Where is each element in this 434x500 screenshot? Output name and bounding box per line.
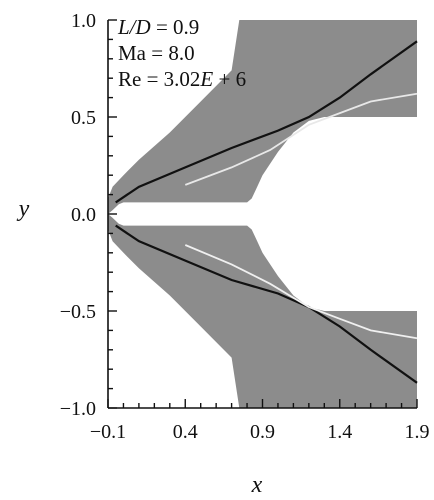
annotation-ld: L/D = 0.9 bbox=[117, 15, 199, 39]
x-tick-label: −0.1 bbox=[90, 421, 126, 443]
annotation-re-rhs: = 3.02 bbox=[141, 67, 200, 91]
y-tick-labels: 1.0 0.5 0.0 −0.5 −1.0 bbox=[60, 10, 96, 420]
axes: 1.0 0.5 0.0 −0.5 −1.0 −0.1 0.4 0.9 1.4 1.9 bbox=[60, 10, 430, 443]
x-tick-label: 0.4 bbox=[173, 421, 198, 443]
upper-flow-field bbox=[108, 20, 417, 214]
y-tick-label: −1.0 bbox=[60, 398, 96, 420]
x-tick-label: 1.4 bbox=[327, 421, 352, 443]
annotation-ma: Ma = 8.0 bbox=[118, 41, 195, 65]
lower-reflected-shock-line bbox=[184, 244, 418, 340]
parameter-annotations: L/D = 0.9 Ma = 8.0 Re = 3.02E + 6 bbox=[117, 15, 246, 91]
annotation-ld-lhs: L/D bbox=[117, 15, 151, 39]
x-axis-title: x bbox=[251, 472, 263, 498]
annotation-re-lhs: Re bbox=[118, 67, 141, 91]
annotation-re-tail: + 6 bbox=[213, 67, 246, 91]
lower-shock-line bbox=[115, 224, 418, 384]
annotation-ld-rhs: = 0.9 bbox=[151, 15, 200, 39]
lower-flow-field bbox=[108, 214, 417, 408]
upper-shock-line bbox=[115, 40, 418, 204]
upper-reflected-shock-line bbox=[184, 92, 418, 186]
y-tick-label: −0.5 bbox=[60, 301, 96, 323]
annotation-ma-rhs: = 8.0 bbox=[146, 41, 195, 65]
y-tick-label: 1.0 bbox=[71, 10, 96, 32]
x-tick-label: 1.9 bbox=[405, 421, 430, 443]
y-tick-label: 0.0 bbox=[71, 204, 96, 226]
x-tick-labels: −0.1 0.4 0.9 1.4 1.9 bbox=[90, 421, 430, 443]
x-ticks bbox=[107, 399, 418, 408]
annotation-ma-lhs: Ma bbox=[118, 41, 147, 65]
plot-area bbox=[108, 20, 418, 408]
y-axis-title: y bbox=[17, 196, 30, 222]
y-ticks bbox=[108, 19, 117, 409]
annotation-re-emph: E bbox=[199, 67, 213, 91]
y-tick-label: 0.5 bbox=[71, 107, 96, 129]
annotation-re: Re = 3.02E + 6 bbox=[118, 67, 246, 91]
x-tick-label: 0.9 bbox=[250, 421, 275, 443]
